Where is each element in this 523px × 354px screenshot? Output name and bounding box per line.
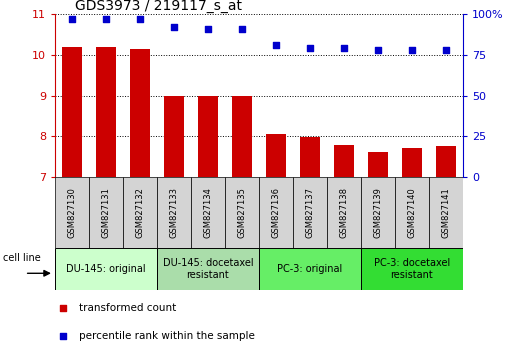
Bar	[191, 177, 225, 248]
Text: GSM827132: GSM827132	[135, 187, 144, 238]
Bar	[157, 177, 191, 248]
Point	[169, 24, 178, 30]
Text: transformed count: transformed count	[79, 303, 177, 313]
Point	[305, 46, 314, 51]
Bar	[157, 248, 259, 290]
Text: GSM827130: GSM827130	[67, 187, 76, 238]
Bar	[55, 248, 157, 290]
Text: GSM827135: GSM827135	[237, 187, 246, 238]
Point	[237, 26, 246, 32]
Bar	[130, 49, 150, 177]
Bar	[334, 145, 354, 177]
Text: percentile rank within the sample: percentile rank within the sample	[79, 331, 255, 341]
Bar	[259, 248, 361, 290]
Bar	[123, 177, 157, 248]
Bar	[198, 96, 218, 177]
Text: DU-145: original: DU-145: original	[66, 264, 146, 274]
Text: GSM827137: GSM827137	[305, 187, 314, 238]
Text: GSM827133: GSM827133	[169, 187, 178, 238]
Bar	[395, 177, 429, 248]
Point	[135, 16, 144, 22]
Text: GDS3973 / 219117_s_at: GDS3973 / 219117_s_at	[75, 0, 242, 13]
Text: GSM827134: GSM827134	[203, 187, 212, 238]
Text: GSM827131: GSM827131	[101, 187, 110, 238]
Point	[203, 26, 212, 32]
Bar	[361, 248, 463, 290]
Bar	[164, 96, 184, 177]
Bar	[368, 152, 388, 177]
Text: DU-145: docetaxel
resistant: DU-145: docetaxel resistant	[163, 258, 253, 280]
Point	[67, 16, 76, 22]
Bar	[62, 47, 82, 177]
Text: GSM827140: GSM827140	[407, 187, 416, 238]
Point	[59, 305, 67, 311]
Point	[59, 333, 67, 339]
Text: GSM827141: GSM827141	[441, 187, 450, 238]
Bar	[402, 148, 422, 177]
Point	[339, 46, 348, 51]
Bar	[293, 177, 327, 248]
Bar	[225, 177, 259, 248]
Text: PC-3: docetaxel
resistant: PC-3: docetaxel resistant	[374, 258, 450, 280]
Point	[101, 16, 110, 22]
Text: GSM827139: GSM827139	[373, 187, 382, 238]
Text: GSM827138: GSM827138	[339, 187, 348, 238]
Bar	[96, 47, 116, 177]
Text: PC-3: original: PC-3: original	[277, 264, 343, 274]
Bar	[361, 177, 395, 248]
Bar	[55, 177, 89, 248]
Point	[271, 42, 280, 48]
Bar	[429, 177, 463, 248]
Text: GSM827136: GSM827136	[271, 187, 280, 238]
Bar	[436, 147, 456, 177]
Point	[441, 47, 450, 53]
Bar	[259, 177, 293, 248]
Bar	[89, 177, 123, 248]
Text: cell line: cell line	[3, 253, 40, 263]
Point	[407, 47, 416, 53]
Bar	[266, 134, 286, 177]
Bar	[327, 177, 361, 248]
Bar	[232, 96, 252, 177]
Point	[373, 47, 382, 53]
Bar	[300, 137, 320, 177]
